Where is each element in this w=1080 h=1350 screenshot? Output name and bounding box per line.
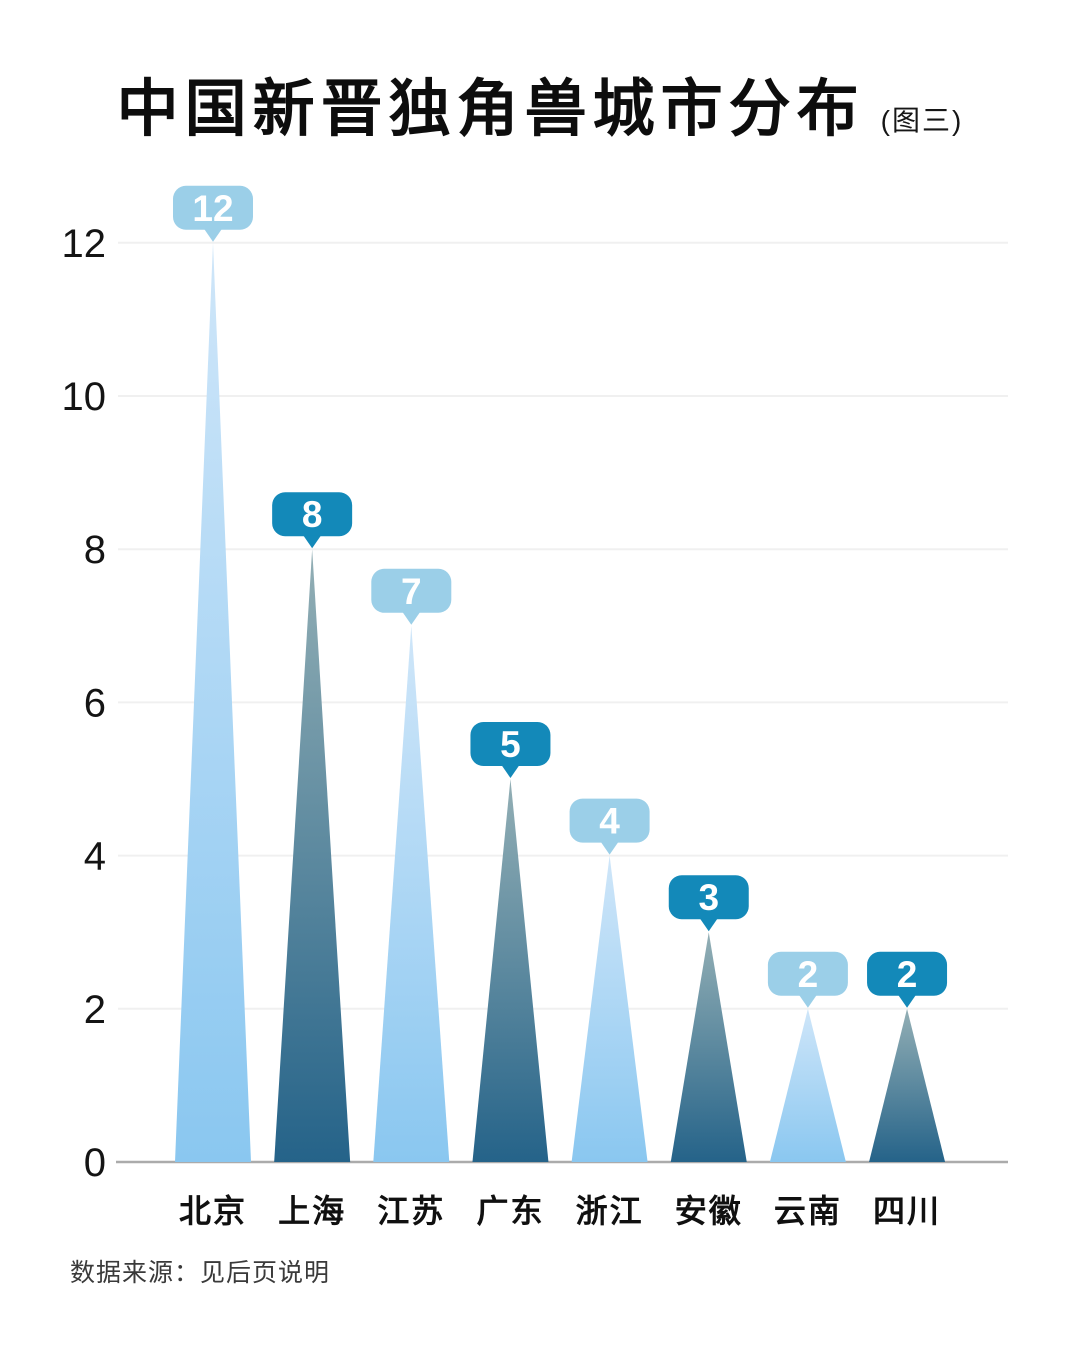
value-badge-shanghai: 8: [272, 492, 353, 549]
bar-triangle-sichuan: [869, 1008, 946, 1162]
value-badge-bubble: [867, 951, 948, 996]
value-badge-yunnan: 2: [767, 951, 848, 1008]
bar-triangle-guangdong: [472, 779, 549, 1162]
page-title-suffix: (图三): [880, 105, 964, 136]
bar-triangle-anhui: [670, 932, 747, 1162]
value-badge-label: 8: [302, 494, 323, 535]
value-badge-bubble: [173, 185, 253, 230]
x-axis-label-zhejiang: 浙江: [576, 1193, 644, 1229]
bar-triangle-shanghai: [274, 549, 351, 1162]
value-badge-anhui: 3: [668, 875, 749, 932]
bar-triangle-yunnan: [769, 1008, 846, 1162]
y-axis-tick-label-8: 8: [84, 528, 106, 572]
value-badge-guangdong: 5: [470, 722, 551, 778]
page-title: 中国新晋独角兽城市分布: [116, 75, 865, 144]
value-badge-label: 7: [401, 571, 422, 612]
value-badge-label: 2: [798, 954, 819, 995]
x-axis-label-guangdong: 广东: [476, 1193, 544, 1229]
value-badge-label: 2: [897, 954, 918, 995]
x-axis-label-beijing: 北京: [179, 1193, 247, 1229]
value-badge-sichuan: 2: [867, 951, 948, 1008]
y-axis-tick-label-0: 0: [84, 1141, 106, 1185]
value-badge-bubble: [668, 875, 749, 920]
x-axis-label-anhui: 安徽: [675, 1193, 743, 1229]
value-badge-bubble: [272, 492, 353, 537]
bar-triangle-jiangsu: [373, 625, 450, 1162]
value-badge-zhejiang: 4: [569, 798, 650, 855]
y-axis-tick-label-10: 10: [62, 375, 107, 419]
value-badge-pointer: [798, 994, 817, 1008]
value-badge-label: 12: [192, 188, 233, 229]
value-badge-beijing: 12: [173, 185, 253, 242]
value-badge-jiangsu: 7: [371, 568, 452, 625]
x-axis-label-jiangsu: 江苏: [377, 1193, 445, 1229]
value-badge-bubble: [767, 951, 848, 996]
value-badge-pointer: [402, 611, 421, 625]
y-axis-tick-label-6: 6: [84, 681, 106, 725]
value-badge-bubble: [569, 798, 650, 843]
value-badge-bubble: [470, 722, 551, 766]
value-badge-bubble: [371, 568, 452, 613]
value-badge-label: 3: [698, 877, 719, 918]
value-badge-pointer: [898, 994, 917, 1008]
value-badge-pointer: [204, 228, 222, 242]
y-axis-tick-label-4: 4: [84, 835, 106, 879]
value-badge-pointer: [600, 841, 619, 855]
y-axis-tick-label-12: 12: [62, 222, 107, 266]
value-badge-pointer: [303, 535, 322, 549]
value-badge-pointer: [699, 918, 718, 932]
bar-triangle-zhejiang: [571, 855, 648, 1162]
y-axis-tick-label-2: 2: [84, 988, 106, 1032]
bar-triangle-beijing: [175, 242, 251, 1163]
source-note: 数据来源：见后页说明: [70, 1259, 331, 1287]
value-badge-pointer: [501, 765, 520, 778]
x-axis-label-yunnan: 云南: [774, 1193, 842, 1229]
x-axis-label-sichuan: 四川: [873, 1193, 941, 1229]
value-badge-label: 4: [599, 801, 620, 842]
title-row: 中国新晋独角兽城市分布 (图三): [0, 58, 1080, 148]
value-badge-label: 5: [500, 724, 521, 765]
x-axis-label-shanghai: 上海: [278, 1193, 346, 1229]
